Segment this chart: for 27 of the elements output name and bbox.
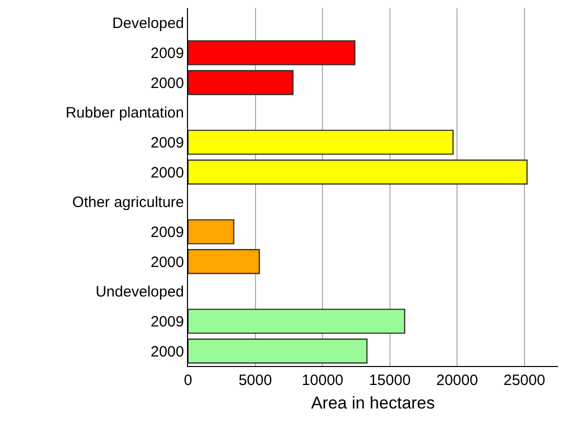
bar (188, 70, 294, 96)
y-tick-label: 2000 (150, 343, 184, 360)
y-tick-label: 2009 (150, 314, 184, 330)
y-tick-label: 2009 (150, 224, 184, 241)
bar (188, 308, 406, 334)
bar (188, 219, 234, 244)
x-tick-label: 25000 (504, 372, 546, 389)
x-tick-label: 5000 (238, 372, 272, 389)
y-tick-label: Other agriculture (72, 194, 184, 212)
y-tick-label: Rubber plantation (66, 104, 184, 122)
y-tick-label: 2009 (150, 134, 184, 152)
x-tick-label: 20000 (436, 372, 478, 389)
bar (188, 130, 454, 155)
x-axis-title: Area in hectares (311, 393, 435, 412)
bar (188, 160, 528, 185)
bar (188, 338, 368, 364)
bar (188, 249, 260, 274)
x-tick-label: 15000 (368, 372, 411, 389)
y-tick-label: Undeveloped (96, 284, 184, 301)
x-tick-label: 10000 (302, 372, 344, 389)
y-tick-label: Developed (112, 15, 184, 32)
y-tick-label: 2000 (150, 74, 184, 92)
y-tick-label: 2000 (150, 254, 184, 271)
y-tick-label: 2000 (150, 164, 184, 182)
bar (188, 40, 356, 66)
x-tick-label: 0 (184, 372, 192, 389)
y-tick-label: 2009 (150, 45, 184, 62)
